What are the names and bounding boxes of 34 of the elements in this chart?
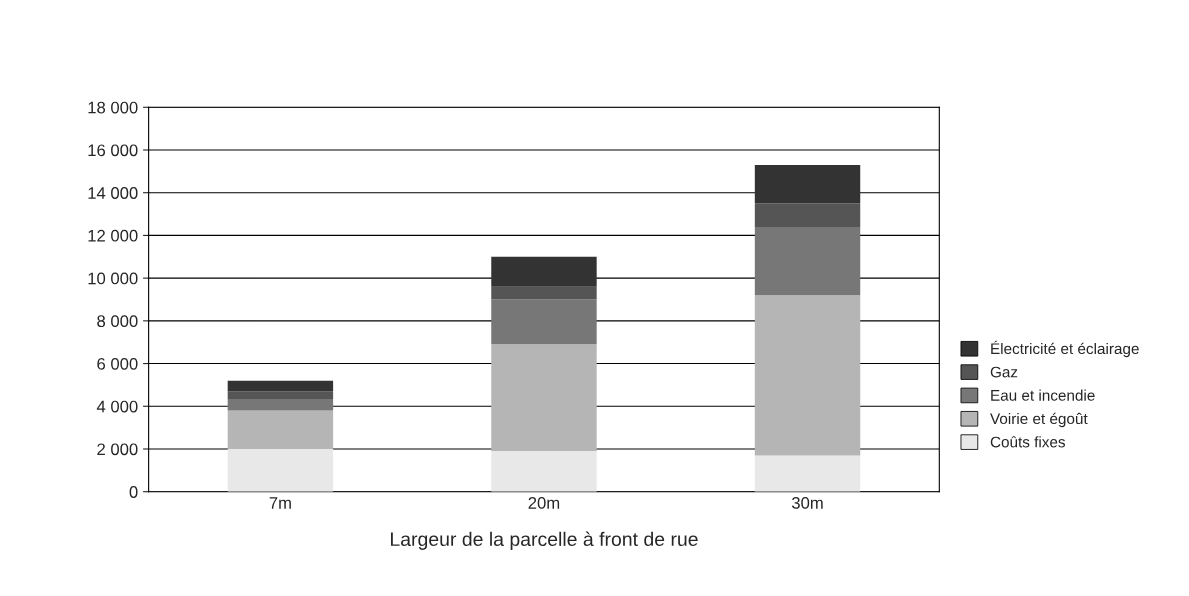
bar [227,410,334,449]
bar [491,286,597,300]
y-tick-label: 0 [129,486,138,498]
y-tick-label: 18 000 [88,101,138,114]
bar [227,391,334,400]
legend-label: Eau et incendie [991,389,1095,401]
y-tick-label: 8 000 [97,315,138,328]
bar [491,299,597,345]
x-tick-label: 20m [528,497,560,509]
y-tick-label: 16 000 [88,144,138,157]
bar [227,399,334,411]
bar [754,203,861,227]
bar [227,448,334,492]
x-axis-title: Largeur de la parcelle à front de rue [391,531,698,550]
y-tick-label: 2 000 [97,443,138,456]
bar [754,226,861,296]
bar [491,451,597,492]
y-tick-label: 4 000 [96,400,138,413]
y-tick-label: 10 000 [88,272,138,285]
bar [227,380,334,392]
x-tick-label: 30m [791,497,823,509]
x-tick-label: 7m [269,497,291,509]
legend-label: Gaz [990,366,1018,378]
bar [754,164,861,204]
y-tick-label: 12 000 [88,229,138,242]
y-tick-label: 14 000 [88,187,138,199]
y-tick-label: 6 000 [97,357,138,370]
bar [491,344,597,452]
legend-label: Coûts fixes [990,436,1066,448]
bar [754,295,861,456]
legend-label: Électricité et éclairage [991,340,1139,358]
bar [754,455,861,492]
bar [491,256,597,287]
legend-label: Voirie et égoût [990,412,1088,428]
